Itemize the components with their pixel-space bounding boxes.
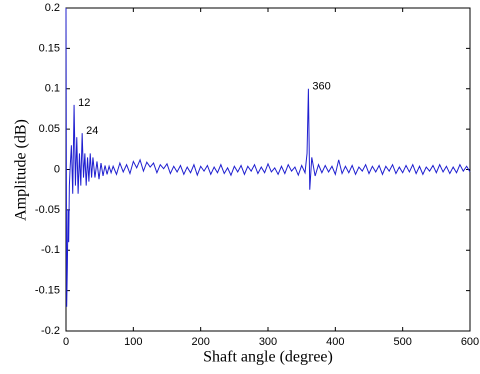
- x-tick-label: 300: [259, 336, 277, 348]
- y-tick-label: 0.2: [45, 2, 60, 14]
- x-tick-label: 100: [124, 336, 142, 348]
- annotation: 12: [78, 97, 90, 109]
- y-axis-title: Amplitude (dB): [13, 119, 30, 221]
- x-axis-title: Shaft angle (degree): [203, 349, 333, 366]
- y-tick-label: -0.15: [35, 285, 60, 297]
- y-tick-label: 0: [54, 163, 60, 175]
- x-tick-label: 200: [191, 336, 209, 348]
- plot-area: [65, 7, 471, 332]
- x-tick-label: 600: [461, 336, 479, 348]
- x-tick-label: 0: [63, 336, 69, 348]
- y-tick-label: -0.1: [41, 244, 60, 256]
- data-line: [65, 7, 471, 307]
- y-tick-label: -0.2: [41, 325, 60, 337]
- y-tick-label: 0.05: [39, 123, 60, 135]
- y-tick-label: 0.1: [45, 83, 60, 95]
- annotation: 360: [312, 81, 330, 93]
- annotation: 24: [86, 125, 98, 137]
- y-tick-label: 0.15: [39, 42, 60, 54]
- y-tick-label: -0.05: [35, 204, 60, 216]
- x-tick-label: 400: [326, 336, 344, 348]
- x-tick-label: 500: [393, 336, 411, 348]
